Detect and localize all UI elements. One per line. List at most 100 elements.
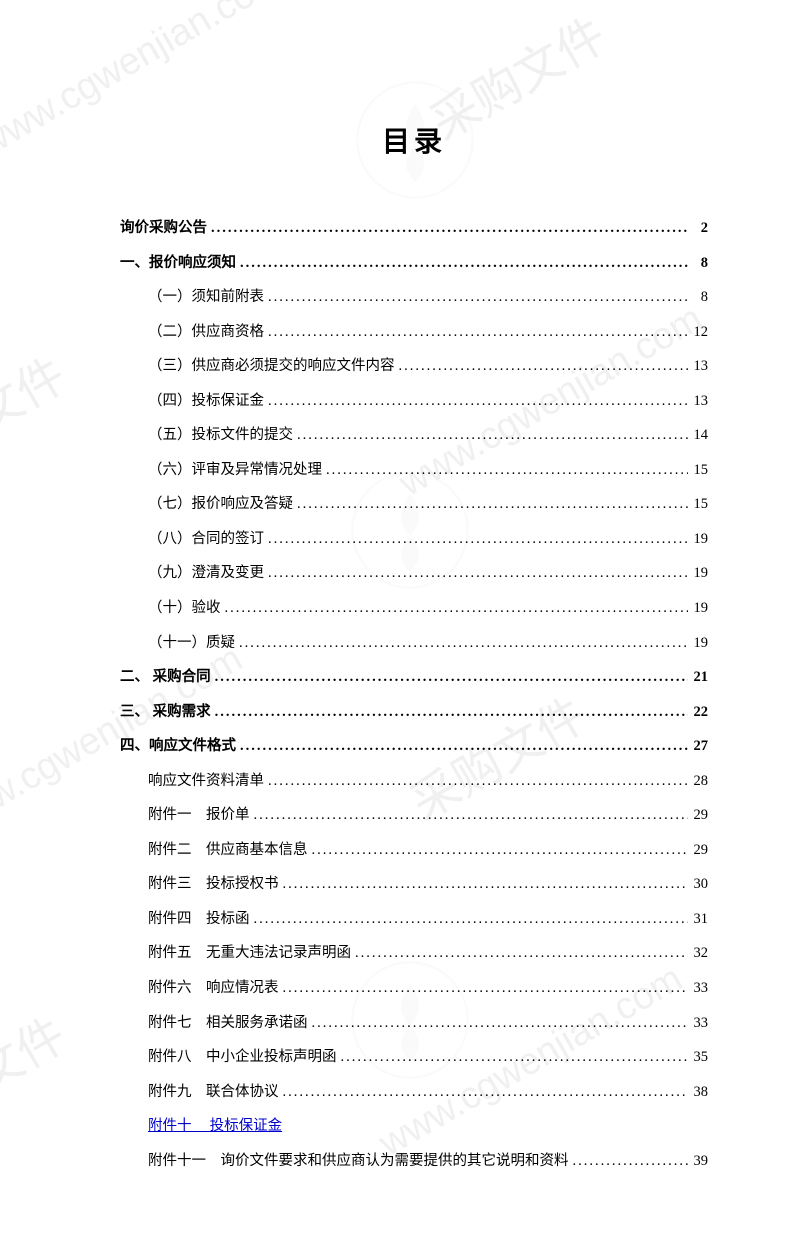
toc-dots: ........................................…	[279, 871, 689, 899]
toc-dots: ........................................…	[279, 1079, 689, 1107]
toc-dots: ........................................…	[308, 1010, 689, 1038]
toc-dots: ........................................…	[322, 457, 688, 485]
toc-label: （七）报价响应及答疑	[120, 491, 293, 519]
toc-label[interactable]: 附件十 投标保证金	[120, 1113, 282, 1141]
toc-label: （八）合同的签订	[120, 526, 264, 554]
toc-label: （三）供应商必须提交的响应文件内容	[120, 353, 395, 381]
toc-page-number: 19	[688, 526, 708, 554]
toc-page-number: 38	[688, 1079, 708, 1107]
toc-page-number: 39	[688, 1148, 708, 1176]
toc-page-number: 19	[688, 595, 708, 623]
toc-label: （一）须知前附表	[120, 284, 264, 312]
toc-label: 附件七 相关服务承诺函	[120, 1010, 308, 1038]
toc-page-number: 15	[688, 457, 708, 485]
toc-page-number: 28	[688, 768, 708, 796]
toc-title: 目录	[120, 120, 708, 160]
toc-dots: ........................................…	[264, 560, 688, 588]
toc-label: （九）澄清及变更	[120, 560, 264, 588]
toc-entry: 附件三 投标授权书...............................…	[120, 871, 708, 899]
page-content: 目录 询价采购公告...............................…	[0, 0, 793, 1242]
toc-entry: （五）投标文件的提交..............................…	[120, 422, 708, 450]
toc-entry: （一）须知前附表................................…	[120, 284, 708, 312]
toc-entry: 附件二 供应商基本信息.............................…	[120, 837, 708, 865]
toc-page-number: 29	[688, 802, 708, 830]
toc-dots: ........................................…	[236, 250, 688, 278]
toc-dots: ........................................…	[207, 215, 688, 243]
toc-page-number: 33	[688, 975, 708, 1003]
toc-page-number: 8	[688, 284, 708, 312]
toc-entry: （九）澄清及变更................................…	[120, 560, 708, 588]
toc-dots: ........................................…	[264, 388, 688, 416]
toc-dots: ........................................…	[293, 491, 688, 519]
toc-dots: ........................................…	[250, 906, 689, 934]
toc-page-number: 8	[688, 250, 708, 278]
toc-label: （十）验收	[120, 595, 221, 623]
toc-entry: 四、响应文件格式................................…	[120, 733, 708, 761]
toc-entry: 附件五 无重大违法记录声明函..........................…	[120, 940, 708, 968]
toc-label: 附件八 中小企业投标声明函	[120, 1044, 337, 1072]
toc-entry: 附件七 相关服务承诺函.............................…	[120, 1010, 708, 1038]
toc-dots: ........................................…	[293, 422, 688, 450]
toc-page-number: 32	[688, 940, 708, 968]
toc-entry: 询价采购公告..................................…	[120, 215, 708, 243]
toc-label: 附件六 响应情况表	[120, 975, 279, 1003]
toc-entry: 附件八 中小企业投标声明函...........................…	[120, 1044, 708, 1072]
toc-dots: ........................................…	[337, 1044, 689, 1072]
toc-page-number: 13	[688, 388, 708, 416]
toc-entry: 附件九 联合体协议...............................…	[120, 1079, 708, 1107]
toc-page-number: 27	[688, 733, 708, 761]
toc-page-number: 15	[688, 491, 708, 519]
toc-entry: 附件十 投标保证金	[120, 1113, 708, 1141]
toc-label: 四、响应文件格式	[120, 733, 236, 761]
toc-entry: 附件一 报价单.................................…	[120, 802, 708, 830]
toc-dots: ........................................…	[395, 353, 689, 381]
toc-entry: 附件四 投标函.................................…	[120, 906, 708, 934]
toc-page-number: 21	[688, 664, 708, 692]
toc-label: 附件二 供应商基本信息	[120, 837, 308, 865]
toc-page-number: 12	[688, 319, 708, 347]
toc-page-number: 35	[688, 1044, 708, 1072]
toc-dots: ........................................…	[236, 733, 688, 761]
toc-dots: ........................................…	[279, 975, 689, 1003]
toc-label: 附件三 投标授权书	[120, 871, 279, 899]
toc-entry: 附件六 响应情况表...............................…	[120, 975, 708, 1003]
toc-label: （五）投标文件的提交	[120, 422, 293, 450]
toc-dots: ........................................…	[264, 526, 688, 554]
toc-entry: （三）供应商必须提交的响应文件内容.......................…	[120, 353, 708, 381]
toc-entry: （十一）质疑..................................…	[120, 630, 708, 658]
toc-label: 一、报价响应须知	[120, 250, 236, 278]
toc-entry: 附件十一 询价文件要求和供应商认为需要提供的其它说明和资料...........…	[120, 1148, 708, 1176]
toc-label: 附件十一 询价文件要求和供应商认为需要提供的其它说明和资料	[120, 1148, 569, 1176]
toc-label: （四）投标保证金	[120, 388, 264, 416]
toc-dots: ........................................…	[235, 630, 688, 658]
toc-dots: ........................................…	[264, 319, 688, 347]
toc-entry: 二、 采购合同.................................…	[120, 664, 708, 692]
toc-entry: （十）验收...................................…	[120, 595, 708, 623]
toc-page-number: 19	[688, 630, 708, 658]
toc-page-number: 13	[688, 353, 708, 381]
toc-entry: 响应文件资料清单................................…	[120, 768, 708, 796]
toc-page-number: 14	[688, 422, 708, 450]
toc-entry: 一、报价响应须知................................…	[120, 250, 708, 278]
toc-dots: ........................................…	[264, 768, 688, 796]
toc-page-number: 2	[688, 215, 708, 243]
toc-dots: ........................................…	[250, 802, 689, 830]
toc-page-number: 33	[688, 1010, 708, 1038]
toc-entry: （二）供应商资格................................…	[120, 319, 708, 347]
toc-label: 附件四 投标函	[120, 906, 250, 934]
toc-label: 附件五 无重大违法记录声明函	[120, 940, 351, 968]
toc-entry: 三、 采购需求.................................…	[120, 699, 708, 727]
toc-label: 响应文件资料清单	[120, 768, 264, 796]
toc-page-number: 31	[688, 906, 708, 934]
toc-label: （二）供应商资格	[120, 319, 264, 347]
toc-label: 二、 采购合同	[120, 664, 211, 692]
toc-entry: （四）投标保证金................................…	[120, 388, 708, 416]
toc-dots: ........................................…	[211, 699, 688, 727]
toc-dots: ........................................…	[211, 664, 688, 692]
toc-label: 附件一 报价单	[120, 802, 250, 830]
toc-label: 附件九 联合体协议	[120, 1079, 279, 1107]
toc-dots: ........................................…	[569, 1148, 689, 1176]
toc-entry: （六）评审及异常情况处理............................…	[120, 457, 708, 485]
toc-label: 三、 采购需求	[120, 699, 211, 727]
toc-page-number: 19	[688, 560, 708, 588]
